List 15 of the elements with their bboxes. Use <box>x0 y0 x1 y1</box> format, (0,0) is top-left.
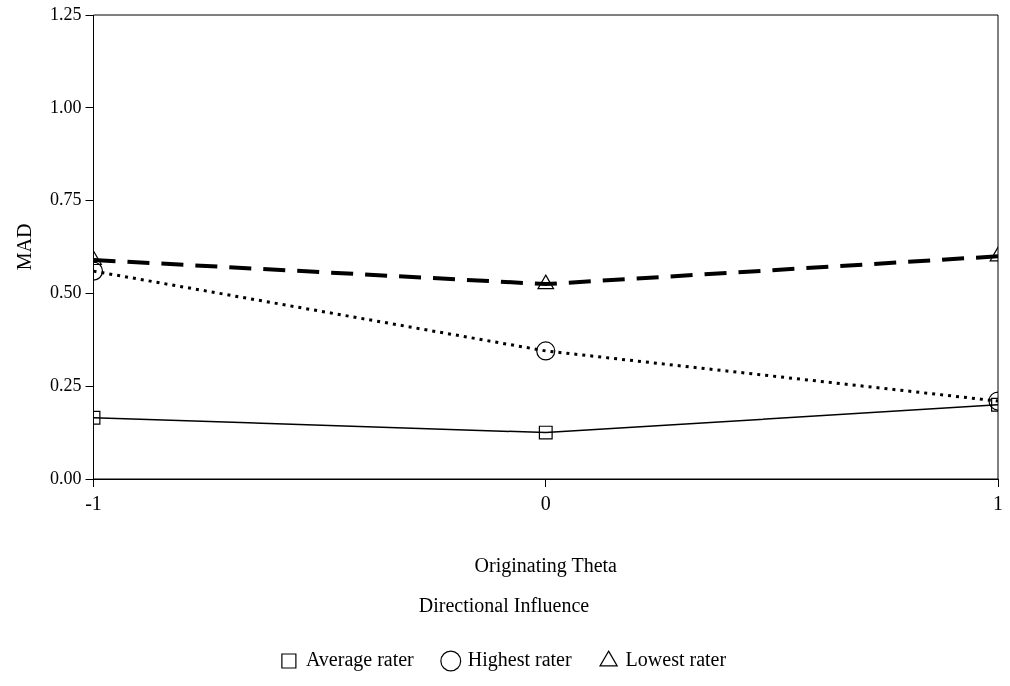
x-tick-label: 1 <box>993 492 1003 515</box>
legend-label: Highest rater <box>467 648 572 672</box>
y-tick-label: 1.25 <box>50 3 82 24</box>
x-tick-label: 0 <box>540 492 551 515</box>
legend-label: Average rater <box>305 648 415 672</box>
y-axis-title: MAD <box>13 223 36 271</box>
y-tick-label: 0.50 <box>50 282 82 303</box>
legend-title: Directional Influence <box>418 594 590 617</box>
legend-label: Lowest rater <box>625 648 727 671</box>
x-tick-label: -1 <box>85 492 102 515</box>
y-tick-label: 0.00 <box>50 467 82 488</box>
y-tick-label: 0.25 <box>50 374 82 395</box>
x-axis-title: Originating Theta <box>474 554 618 578</box>
y-tick-label: 1.00 <box>50 96 82 117</box>
y-tick-label: 0.75 <box>50 189 82 210</box>
